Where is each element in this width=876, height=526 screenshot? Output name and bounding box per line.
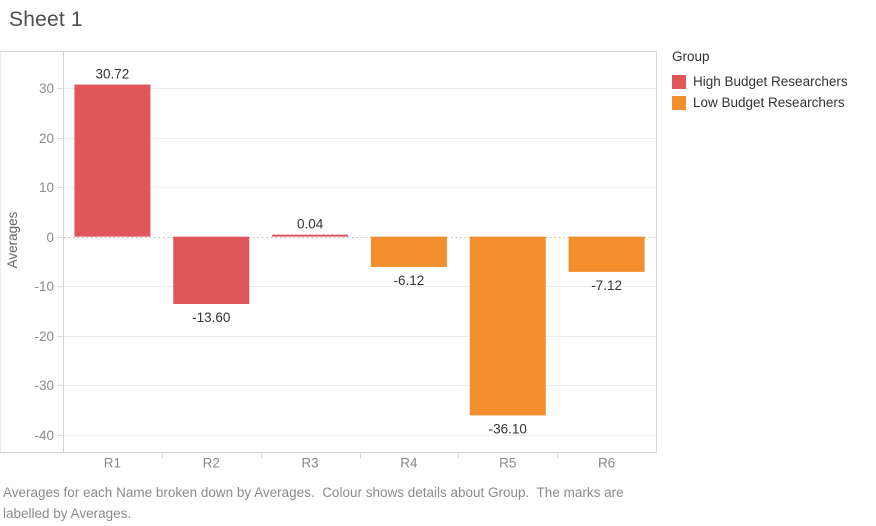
legend-item-label: High Budget Researchers: [693, 74, 848, 89]
bar-value-label: 0.04: [297, 217, 324, 232]
legend-item[interactable]: Low Budget Researchers: [672, 92, 872, 113]
x-axis-category-label: R6: [598, 456, 615, 471]
bar-value-label: -36.10: [489, 421, 527, 436]
bar-R6[interactable]: [568, 236, 645, 272]
x-axis-category-label: R2: [203, 456, 220, 471]
bar-value-label: 30.72: [96, 67, 130, 82]
bar-R5[interactable]: [469, 236, 546, 416]
legend-title: Group: [672, 49, 710, 64]
sheet-title: Sheet 1: [9, 8, 83, 31]
bar-value-label: -7.12: [591, 278, 622, 293]
caption-text: Averages for each Name broken down by Av…: [3, 485, 628, 521]
x-axis-category-label: R3: [301, 456, 318, 471]
y-axis-tick-label: 10: [39, 180, 54, 195]
y-axis-tick-label: 30: [39, 81, 54, 96]
y-axis-tick-label: 20: [39, 131, 54, 146]
x-axis-category-label: R1: [104, 456, 121, 471]
legend-item[interactable]: High Budget Researchers: [672, 71, 872, 92]
y-axis-tick-label: -20: [34, 329, 54, 344]
x-axis-category-label: R4: [400, 456, 418, 471]
legend-item-label: Low Budget Researchers: [693, 95, 845, 110]
y-axis-tick-label: 0: [46, 230, 54, 245]
bar-value-label: -6.12: [394, 273, 425, 288]
bar-R4[interactable]: [370, 236, 447, 267]
bar-R1[interactable]: [74, 84, 151, 237]
bar-R3[interactable]: [272, 234, 349, 237]
legend: Group High Budget Researchers Low Budget …: [672, 49, 872, 113]
legend-swatch-icon: [672, 95, 686, 110]
legend-swatch-icon: [672, 74, 686, 89]
y-axis-tick-label: -10: [34, 279, 54, 294]
y-axis-tick-label: -30: [34, 378, 54, 393]
y-axis-title: Averages: [5, 211, 20, 268]
y-axis-tick-label: -40: [34, 428, 54, 443]
bar-R2[interactable]: [173, 236, 250, 304]
bar-value-label: -13.60: [192, 310, 230, 325]
x-axis-category-label: R5: [499, 456, 516, 471]
legend-items: High Budget Researchers Low Budget Resear…: [672, 71, 872, 113]
